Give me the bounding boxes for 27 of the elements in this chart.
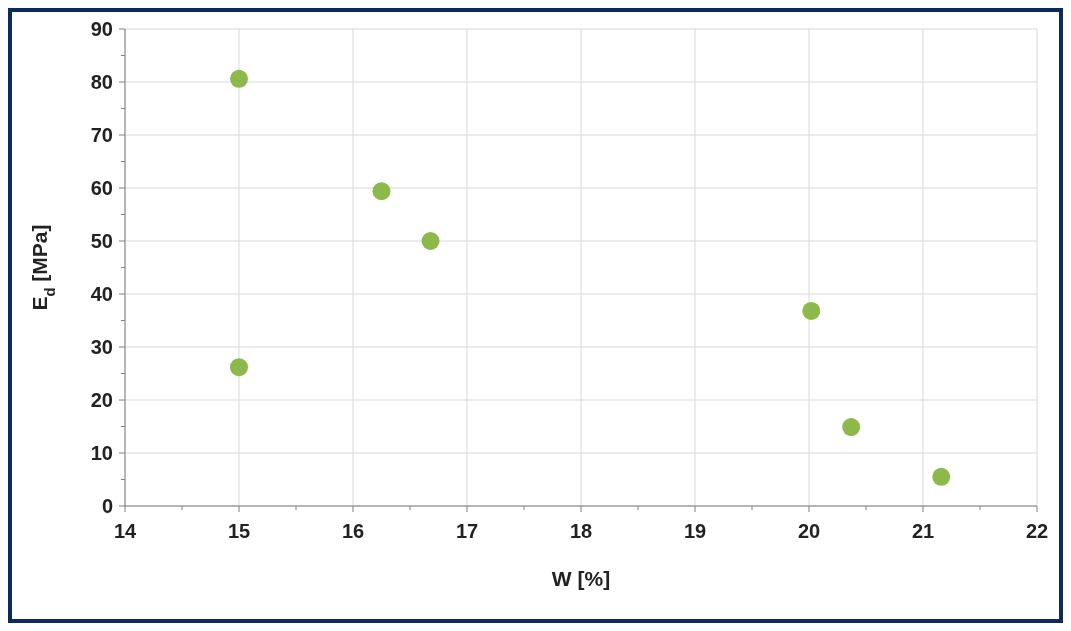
x-tick-label: 21 xyxy=(911,520,935,542)
point xyxy=(802,301,821,320)
point xyxy=(842,418,861,437)
x-tick-label: 22 xyxy=(1025,520,1049,542)
x-tick-label: 19 xyxy=(683,520,707,542)
y-tick-label: 90 xyxy=(90,18,113,40)
y-tick-label: 40 xyxy=(90,283,113,305)
x-axis-title: W [%] xyxy=(551,567,611,590)
y-tick-label: 0 xyxy=(101,495,113,517)
point xyxy=(230,69,248,88)
y-tick-label: 30 xyxy=(90,336,113,358)
point xyxy=(932,467,951,486)
point xyxy=(372,182,391,201)
x-tick-label: 16 xyxy=(341,520,365,542)
point xyxy=(421,232,440,250)
x-tick-label: 18 xyxy=(569,520,593,542)
y-tick-label: 50 xyxy=(90,230,113,252)
y-tick-label: 80 xyxy=(90,71,113,93)
y-tick-label: 20 xyxy=(90,389,113,411)
y-tick-label: 60 xyxy=(90,177,113,199)
x-tick-label: 14 xyxy=(113,520,137,542)
y-tick-label: 10 xyxy=(90,442,113,464)
x-tick-label: 20 xyxy=(797,520,821,542)
point xyxy=(230,358,248,377)
y-tick-label: 70 xyxy=(90,124,113,146)
x-tick-label: 17 xyxy=(455,520,479,542)
x-tick-label: 15 xyxy=(227,520,251,542)
